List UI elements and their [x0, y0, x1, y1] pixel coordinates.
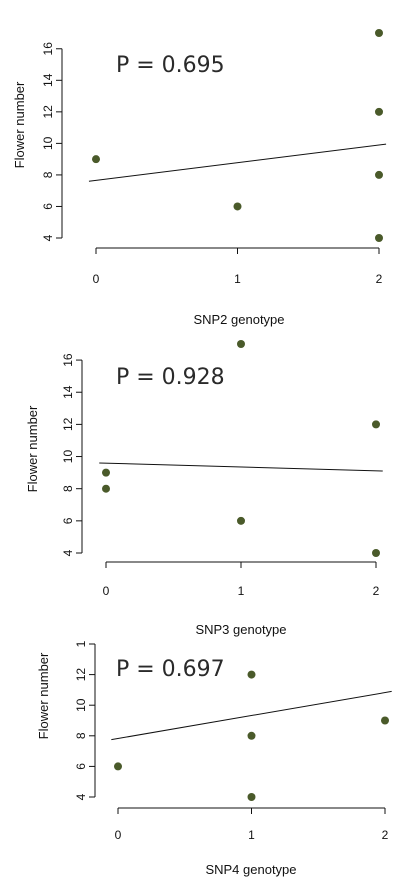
- x-tick-label: 0: [103, 584, 110, 598]
- y-tick-label: 8: [41, 171, 55, 178]
- data-point: [233, 202, 242, 211]
- y-tick-label: 10: [41, 136, 55, 150]
- data-point: [372, 420, 380, 429]
- data-point: [102, 484, 110, 493]
- x-tick-label: 2: [382, 828, 389, 842]
- y-tick-label: 16: [61, 353, 75, 367]
- y-tick-label: 4: [74, 793, 88, 800]
- data-point: [102, 468, 110, 477]
- y-tick-label: 16: [41, 42, 55, 56]
- data-point: [247, 793, 256, 801]
- x-axis-label: SNP3 genotype: [195, 622, 286, 637]
- y-tick-label: 14: [41, 73, 55, 87]
- y-tick-label: 8: [74, 732, 88, 739]
- data-point: [381, 716, 389, 725]
- x-axis-label: SNP2 genotype: [193, 312, 284, 327]
- x-tick-label: 2: [373, 584, 380, 598]
- x-tick-label: 1: [238, 584, 245, 598]
- y-tick-label: 12: [74, 668, 88, 682]
- y-tick-label: 1: [74, 640, 88, 647]
- x-tick-label: 0: [115, 828, 122, 842]
- regression-line: [99, 462, 383, 472]
- y-tick-label: 4: [61, 549, 75, 556]
- y-axis-label: Flower number: [12, 81, 27, 168]
- y-tick-label: 10: [74, 698, 88, 712]
- y-tick-label: 4: [41, 234, 55, 241]
- x-tick-label: 1: [248, 828, 255, 842]
- x-tick-label: 0: [93, 272, 100, 286]
- data-point: [237, 340, 245, 348]
- chart-panel-snp4: Flower number SNP4 genotype P = 0.697 4 6…: [36, 640, 392, 877]
- p-value-annotation: P = 0.697: [116, 657, 225, 682]
- data-point: [92, 155, 100, 164]
- data-point: [375, 107, 383, 116]
- y-tick-label: 6: [61, 517, 75, 524]
- y-tick-label: 10: [61, 450, 75, 464]
- data-point: [375, 29, 383, 37]
- data-point: [247, 670, 256, 679]
- y-tick-label: 12: [61, 417, 75, 431]
- y-axis-label: Flower number: [36, 652, 51, 739]
- regression-line: [88, 143, 387, 182]
- x-axis-label: SNP4 genotype: [205, 862, 296, 877]
- p-value-annotation: P = 0.928: [116, 365, 225, 390]
- regression-line: [111, 690, 392, 741]
- p-value-annotation: P = 0.695: [116, 53, 225, 78]
- y-tick-label: 6: [41, 203, 55, 210]
- y-tick-label: 14: [61, 385, 75, 399]
- y-axis-label: Flower number: [25, 405, 40, 492]
- chart-panel-snp3: Flower number SNP3 genotype P = 0.928 4 6…: [25, 340, 383, 637]
- data-point: [375, 170, 383, 179]
- data-point: [247, 731, 256, 740]
- chart-panel-snp2: Flower number SNP2 genotype P = 0.695 4 6…: [12, 29, 387, 327]
- data-point: [372, 549, 380, 557]
- data-point: [237, 516, 245, 525]
- data-point: [375, 234, 383, 242]
- x-tick-label: 1: [234, 272, 241, 286]
- y-tick-label: 8: [61, 485, 75, 492]
- y-tick-label: 6: [74, 763, 88, 770]
- y-tick-label: 12: [41, 105, 55, 119]
- x-tick-label: 2: [376, 272, 383, 286]
- data-point: [114, 762, 122, 771]
